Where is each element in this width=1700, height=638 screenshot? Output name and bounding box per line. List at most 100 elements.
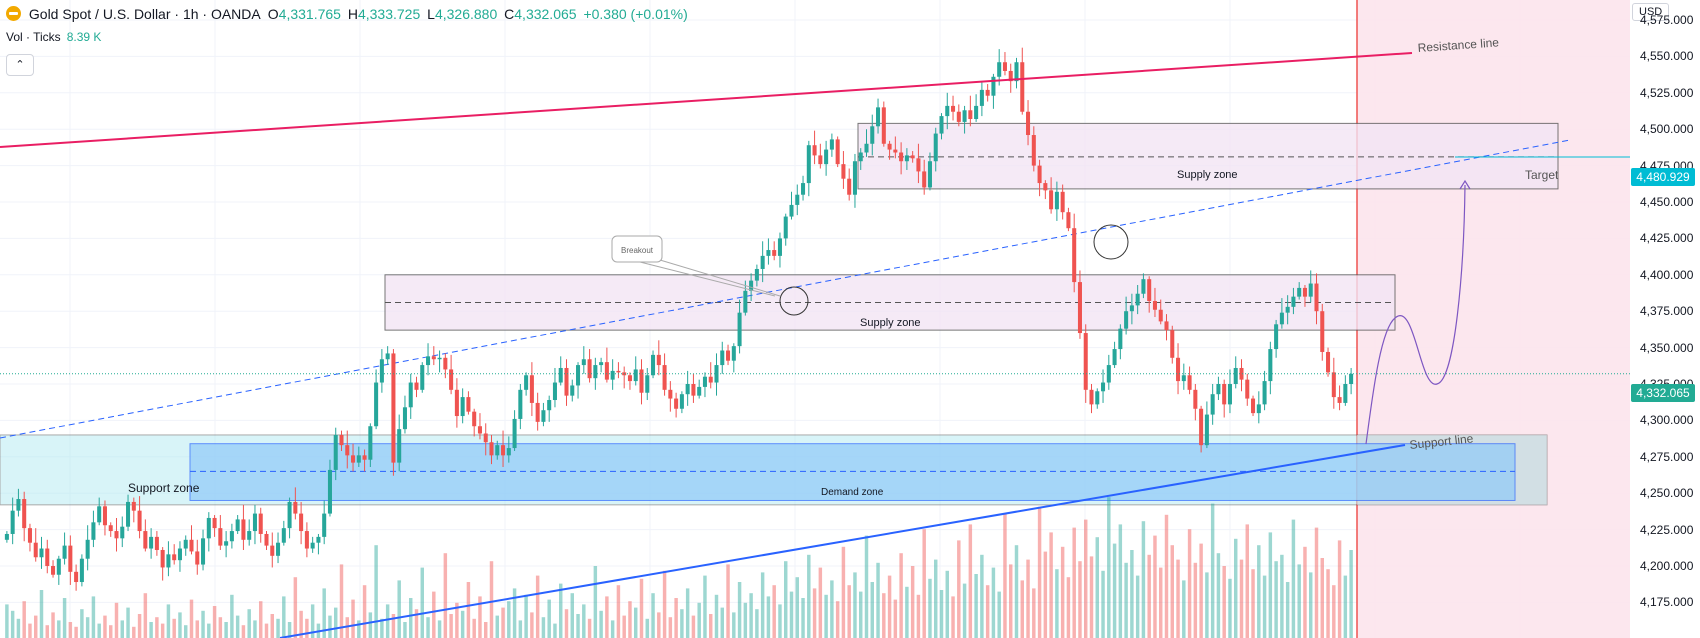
volume-label: Vol · Ticks bbox=[6, 30, 61, 44]
candle-body bbox=[1112, 349, 1117, 366]
candle-body bbox=[1245, 379, 1250, 399]
volume-bar bbox=[328, 615, 332, 638]
volume-bar bbox=[835, 601, 840, 638]
volume-bar bbox=[541, 617, 546, 638]
volume-bar bbox=[760, 572, 765, 638]
volume-bar bbox=[1251, 569, 1255, 638]
candle-body bbox=[68, 545, 73, 572]
volume-bar bbox=[1026, 559, 1030, 638]
gold-logo-icon bbox=[6, 6, 21, 21]
volume-bar bbox=[962, 583, 967, 638]
volume-bar bbox=[1164, 514, 1169, 638]
candle-body bbox=[1308, 283, 1313, 297]
candle-body bbox=[541, 410, 546, 422]
symbol-title[interactable]: Gold Spot / U.S. Dollar · 1h · OANDA bbox=[28, 6, 260, 22]
volume-bar bbox=[270, 614, 274, 638]
volume-bar bbox=[887, 575, 892, 638]
demand-zone-label: Demand zone bbox=[821, 487, 884, 498]
volume-bar bbox=[1239, 559, 1244, 638]
volume-value: 8.39 K bbox=[66, 30, 102, 44]
volume-bar bbox=[1309, 572, 1313, 638]
volume-bar bbox=[114, 602, 119, 638]
candle-body bbox=[506, 448, 511, 456]
candle-body bbox=[662, 365, 667, 390]
candle-body bbox=[893, 149, 898, 153]
volume-bar bbox=[824, 594, 828, 638]
volume-bar bbox=[489, 561, 494, 638]
candle-body bbox=[708, 376, 713, 383]
volume-bar bbox=[812, 588, 817, 638]
candle-body bbox=[754, 268, 759, 281]
volume-bar bbox=[282, 596, 286, 638]
candle-body bbox=[501, 445, 506, 456]
candle-body bbox=[835, 139, 840, 165]
candle-body bbox=[206, 517, 211, 539]
candle-body bbox=[599, 362, 604, 366]
volume-bar bbox=[45, 625, 49, 638]
volume-bar bbox=[385, 604, 390, 638]
candle-body bbox=[685, 384, 690, 395]
volume-bar bbox=[126, 607, 130, 638]
candle-body bbox=[1077, 282, 1082, 334]
volume-bar bbox=[1009, 564, 1013, 638]
volume-bar bbox=[639, 578, 644, 638]
candle-body bbox=[1002, 62, 1007, 71]
volume-bar bbox=[1216, 553, 1221, 638]
candle-body bbox=[189, 539, 194, 552]
volume-bar bbox=[709, 614, 713, 638]
open-label: O bbox=[267, 6, 279, 22]
price-axis-label: 4,225.000 bbox=[1640, 522, 1694, 537]
candle-body bbox=[160, 549, 165, 568]
price-axis-label: 4,550.000 bbox=[1640, 49, 1694, 64]
candle-body bbox=[1204, 414, 1209, 446]
candle-body bbox=[552, 382, 557, 401]
volume-bar bbox=[1107, 497, 1111, 638]
volume-bar bbox=[362, 585, 367, 638]
volume-bar bbox=[218, 617, 223, 638]
volume-bar bbox=[628, 601, 632, 638]
candle-body bbox=[1037, 165, 1042, 184]
volume-bar bbox=[212, 606, 217, 638]
currency-label[interactable]: USD bbox=[1632, 3, 1670, 21]
volume-bar bbox=[16, 618, 21, 638]
candle-body bbox=[656, 354, 661, 366]
volume-bar bbox=[201, 610, 205, 638]
candle-body bbox=[414, 382, 419, 390]
volume-indicator[interactable]: Vol · Ticks 8.39 K bbox=[6, 30, 101, 44]
candle-body bbox=[1152, 301, 1157, 310]
candle-body bbox=[1181, 375, 1186, 382]
volume-bar bbox=[420, 567, 424, 638]
candle-body bbox=[108, 525, 113, 532]
volume-bar bbox=[241, 625, 246, 638]
volume-bar bbox=[789, 591, 794, 638]
volume-bar bbox=[409, 598, 413, 638]
candle-body bbox=[4, 533, 9, 540]
candle-body bbox=[847, 178, 852, 195]
candle-body bbox=[477, 426, 482, 434]
candle-body bbox=[783, 216, 788, 239]
volume-bar bbox=[535, 575, 540, 638]
volume-bar bbox=[1159, 567, 1163, 638]
volume-bar bbox=[155, 617, 159, 638]
volume-bar bbox=[905, 586, 909, 638]
volume-bar bbox=[449, 614, 453, 638]
volume-bar bbox=[1095, 537, 1099, 638]
volume-bar bbox=[720, 607, 724, 638]
candle-body bbox=[870, 126, 875, 144]
volume-bar bbox=[934, 559, 938, 638]
volume-bar bbox=[1176, 559, 1180, 638]
collapse-button[interactable]: ⌃ bbox=[6, 54, 34, 76]
candle-body bbox=[1118, 328, 1123, 350]
volume-bar bbox=[1170, 545, 1174, 638]
volume-bar bbox=[172, 618, 176, 638]
volume-bar bbox=[1003, 513, 1007, 638]
candle-body bbox=[149, 536, 154, 549]
volume-bar bbox=[1274, 561, 1278, 638]
candle-body bbox=[97, 506, 102, 523]
candle-body bbox=[385, 353, 390, 360]
volume-bar bbox=[991, 567, 996, 638]
change-value: +0.380 (+0.01%) bbox=[583, 6, 688, 22]
candle-body bbox=[10, 510, 15, 534]
candle-body bbox=[610, 370, 615, 380]
